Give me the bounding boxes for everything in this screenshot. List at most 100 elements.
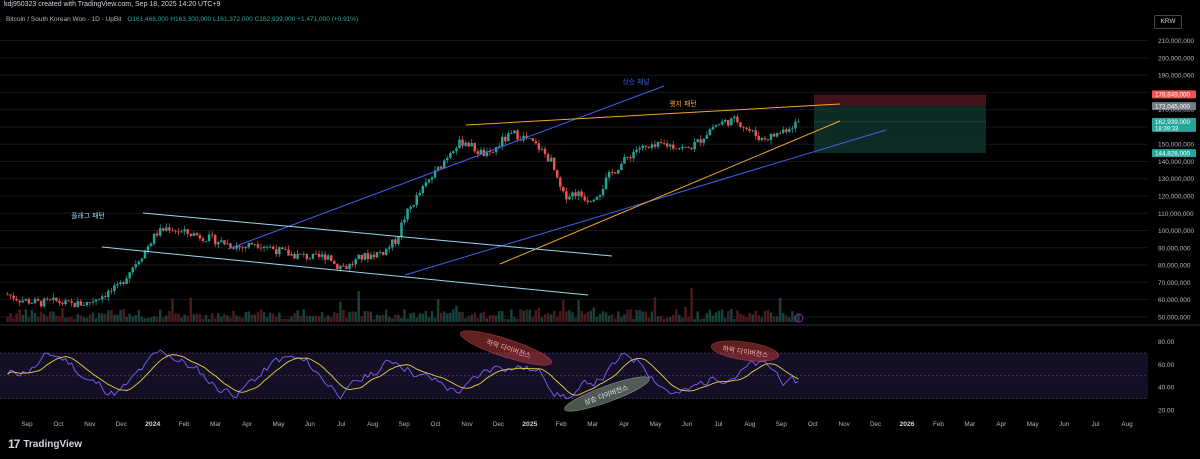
candle-body (24, 299, 28, 301)
candle-body (149, 243, 153, 247)
candle-body (760, 137, 764, 141)
candle-body (635, 149, 638, 152)
candle-body (586, 200, 589, 202)
candle-body (659, 141, 663, 144)
volume-bar (491, 314, 495, 322)
volume-bar (443, 311, 446, 322)
candle-body (64, 300, 67, 305)
volume-bar (253, 314, 257, 322)
candle-body (128, 272, 131, 279)
volume-bar (6, 316, 9, 322)
candle-body (299, 253, 302, 255)
candle-body (27, 299, 31, 304)
candle-body (253, 244, 257, 246)
volume-bar (452, 309, 455, 322)
price-tag (1152, 117, 1196, 132)
volume-bar (629, 309, 632, 322)
volume-bar (757, 315, 760, 322)
watermark-bar: kdj950323 created with TradingView.com, … (0, 0, 1200, 12)
x-tick-label: Apr (619, 421, 629, 428)
volume-bar (210, 313, 214, 322)
x-tick-label: May (650, 421, 663, 428)
flag-upper-line (142, 212, 613, 257)
candle-body (708, 129, 712, 136)
candle-body (79, 301, 83, 306)
volume-bar (672, 315, 675, 322)
candle-body (516, 130, 519, 140)
candle-body (775, 133, 779, 137)
volume-bar (720, 309, 724, 322)
volume-bar (421, 313, 425, 322)
x-tick-label: Feb (179, 421, 190, 428)
candle-body (497, 146, 501, 148)
candle-body (323, 254, 327, 260)
volume-bar (559, 310, 562, 322)
currency-badge[interactable]: KRW (1154, 15, 1182, 29)
candle-body (339, 265, 342, 270)
candle-body (769, 133, 773, 141)
candle-body (754, 130, 757, 136)
candle-body (705, 135, 709, 139)
candle-body (626, 157, 629, 158)
volume-bar (281, 318, 284, 322)
candle-body (461, 139, 464, 146)
volume-bar (49, 311, 52, 322)
volume-bar (128, 313, 131, 322)
candle-body (39, 300, 43, 307)
candle-body (751, 130, 754, 132)
candle-body (113, 285, 116, 291)
volume-bar (604, 312, 608, 322)
volume-bar (317, 316, 321, 322)
candle-body (33, 299, 37, 304)
y-tick-label: 90,000,000 (1158, 245, 1191, 252)
tradingview-logo-icon: 17 (8, 437, 20, 451)
volume-bar (360, 316, 363, 322)
volume-bar (113, 314, 116, 322)
candle-body (534, 141, 538, 144)
candle-body (684, 146, 687, 148)
volume-bar (647, 317, 651, 322)
candle-body (641, 145, 644, 149)
volume-bar (568, 310, 571, 322)
candle-body (675, 148, 678, 150)
x-tick-label: Nov (839, 421, 851, 428)
candle-body (15, 298, 18, 301)
volume-bar (91, 312, 95, 322)
volume-bar (504, 318, 507, 322)
candle-body (629, 157, 632, 159)
volume-bar (626, 309, 629, 322)
candle-body (766, 139, 770, 141)
volume-bar (223, 314, 226, 322)
volume-bar (497, 310, 501, 322)
volume-bar (699, 318, 702, 322)
volume-bar (439, 312, 443, 322)
candle-body (739, 122, 742, 127)
candle-body (424, 182, 428, 187)
volume-bar (388, 316, 391, 322)
candle-body (632, 151, 635, 159)
candle-body (320, 254, 324, 257)
x-tick-label: Dec (493, 421, 504, 428)
candle-body (275, 249, 278, 255)
volume-bar (711, 315, 715, 322)
volume-bar (207, 318, 211, 322)
volume-bar (82, 317, 86, 322)
candle-body (742, 126, 745, 128)
volume-bar (436, 299, 440, 322)
volume-bar (473, 312, 476, 322)
volume-bar (693, 318, 696, 322)
channel-upper-line (227, 85, 665, 250)
candle-body (439, 166, 443, 169)
candle-body (189, 233, 192, 236)
volume-bar (378, 315, 382, 322)
candle-body (171, 230, 174, 232)
volume-bar (470, 314, 473, 322)
candle-body (446, 157, 449, 161)
candle-body (381, 251, 385, 255)
candle-body (693, 142, 696, 150)
candle-body (662, 143, 666, 144)
volume-bar (250, 314, 254, 322)
candle-body (397, 237, 400, 244)
volume-bar (158, 309, 162, 322)
